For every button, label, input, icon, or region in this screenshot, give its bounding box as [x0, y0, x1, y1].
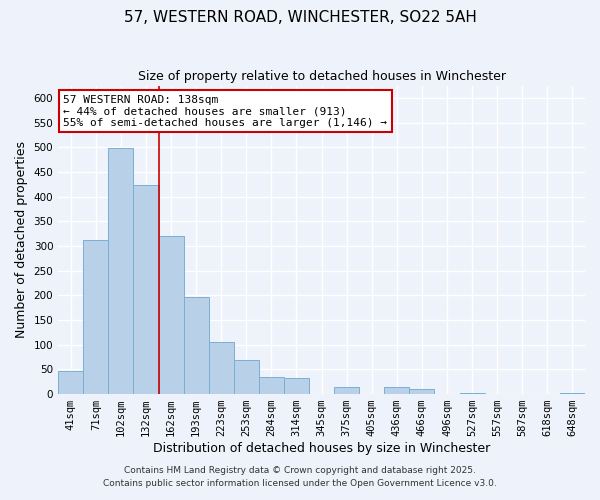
- Bar: [83, 240, 109, 394]
- Bar: [560, 393, 585, 394]
- Text: 57 WESTERN ROAD: 138sqm
← 44% of detached houses are smaller (913)
55% of semi-d: 57 WESTERN ROAD: 138sqm ← 44% of detache…: [64, 95, 388, 128]
- Bar: [209, 342, 234, 394]
- Title: Size of property relative to detached houses in Winchester: Size of property relative to detached ho…: [137, 70, 506, 83]
- X-axis label: Distribution of detached houses by size in Winchester: Distribution of detached houses by size …: [153, 442, 490, 455]
- Y-axis label: Number of detached properties: Number of detached properties: [15, 142, 28, 338]
- Bar: [109, 148, 133, 394]
- Bar: [460, 392, 485, 394]
- Bar: [259, 377, 284, 394]
- Text: Contains HM Land Registry data © Crown copyright and database right 2025.
Contai: Contains HM Land Registry data © Crown c…: [103, 466, 497, 487]
- Bar: [184, 298, 209, 394]
- Bar: [409, 389, 434, 394]
- Bar: [58, 371, 83, 394]
- Bar: [385, 387, 409, 394]
- Bar: [334, 387, 359, 394]
- Bar: [158, 236, 184, 394]
- Bar: [234, 360, 259, 394]
- Bar: [284, 378, 309, 394]
- Text: 57, WESTERN ROAD, WINCHESTER, SO22 5AH: 57, WESTERN ROAD, WINCHESTER, SO22 5AH: [124, 10, 476, 25]
- Bar: [133, 185, 158, 394]
